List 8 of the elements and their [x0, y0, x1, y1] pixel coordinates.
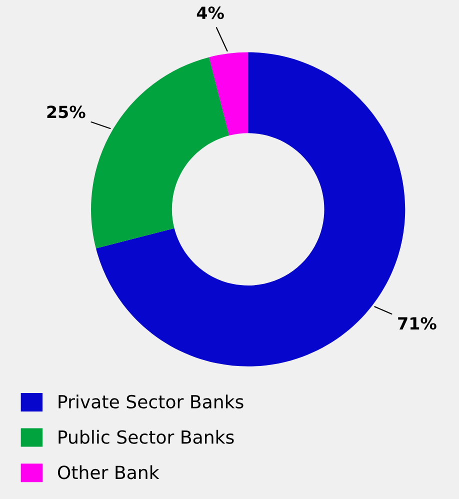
- donut-slice: [91, 57, 230, 248]
- donut-slice: [209, 52, 248, 136]
- data-label: 71%: [398, 317, 436, 330]
- legend-label: Public Sector Banks: [58, 430, 234, 444]
- legend-label: Other Bank: [58, 465, 160, 480]
- data-label: 25%: [47, 106, 86, 118]
- legend-label: Private Sector Banks: [58, 394, 244, 409]
- data-label: 4%: [196, 6, 224, 20]
